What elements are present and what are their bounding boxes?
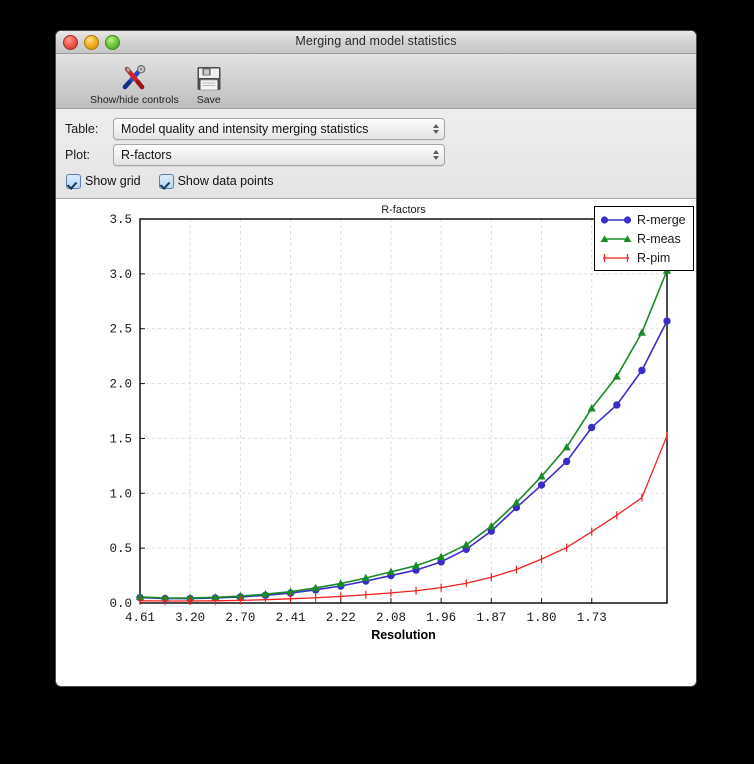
y-axis-tick-label: 1.5 bbox=[109, 432, 132, 446]
plot-dropdown-value: R-factors bbox=[121, 148, 172, 162]
data-point bbox=[361, 573, 370, 582]
x-axis-title: Resolution bbox=[371, 628, 436, 642]
close-button[interactable] bbox=[63, 35, 78, 50]
data-point bbox=[336, 579, 345, 587]
maximize-button[interactable] bbox=[105, 35, 120, 50]
data-point bbox=[512, 498, 521, 506]
data-point bbox=[386, 567, 396, 576]
data-point bbox=[411, 561, 421, 569]
plot-dropdown[interactable]: R-factors bbox=[113, 144, 445, 166]
x-axis-tick-label: 2.41 bbox=[276, 611, 306, 625]
legend-sample-r-meas bbox=[600, 234, 632, 242]
y-axis-tick-label: 1.0 bbox=[109, 487, 132, 501]
x-axis-tick-label: 2.70 bbox=[225, 611, 255, 625]
data-point bbox=[612, 372, 621, 380]
save-button[interactable]: Save bbox=[195, 63, 223, 106]
chevron-updown-icon bbox=[433, 124, 439, 134]
y-axis-tick-label: 2.5 bbox=[109, 323, 132, 337]
show-data-points-label: Show data points bbox=[177, 174, 274, 188]
save-label: Save bbox=[196, 94, 221, 106]
y-axis-tick-label: 2.0 bbox=[109, 378, 132, 392]
data-point bbox=[562, 457, 571, 466]
data-point bbox=[261, 590, 270, 598]
data-point bbox=[437, 552, 446, 561]
table-dropdown-value: Model quality and intensity merging stat… bbox=[121, 122, 369, 136]
checkmark-icon bbox=[158, 173, 174, 189]
data-point bbox=[311, 583, 320, 592]
show-hide-controls-button[interactable]: Show/hide controls bbox=[90, 63, 179, 106]
window-titlebar: Merging and model statistics bbox=[56, 31, 696, 54]
y-axis-tick-label: 3.5 bbox=[109, 213, 132, 227]
data-point bbox=[462, 540, 471, 549]
data-point bbox=[588, 423, 596, 432]
chart-legend: R-merge R-meas R-pim bbox=[594, 206, 694, 271]
table-row: Table: Model quality and intensity mergi… bbox=[56, 116, 696, 142]
x-axis-tick-label: 4.61 bbox=[125, 611, 155, 625]
chevron-updown-icon bbox=[433, 150, 439, 160]
data-point bbox=[663, 317, 671, 325]
checkmark-icon bbox=[66, 173, 81, 189]
toolbar: Show/hide controls Save bbox=[56, 54, 696, 109]
plot-region: R-factors 0.0 0.5 1.0 1.5 2.0 2.5 3.0 3.5 4.61 3.2… bbox=[56, 199, 696, 679]
checkbox-row: Show grid Show data points bbox=[56, 170, 696, 192]
data-point bbox=[286, 587, 295, 595]
plot-row: Plot: R-factors bbox=[56, 142, 696, 168]
tools-icon bbox=[118, 63, 150, 93]
data-point bbox=[562, 443, 571, 451]
data-point bbox=[637, 328, 647, 336]
show-grid-label: Show grid bbox=[85, 174, 141, 188]
x-axis-tick-label: 2.08 bbox=[376, 611, 406, 625]
show-hide-controls-label: Show/hide controls bbox=[90, 94, 179, 106]
window-controls bbox=[63, 35, 120, 50]
x-axis-tick-label: 2.22 bbox=[326, 611, 356, 625]
x-axis-tick-label: 1.96 bbox=[426, 611, 456, 625]
data-point bbox=[537, 472, 546, 480]
x-axis-tick-label: 3.20 bbox=[175, 611, 205, 625]
legend-label-r-merge: R-merge bbox=[637, 212, 686, 227]
data-point bbox=[236, 591, 245, 600]
minimize-button[interactable] bbox=[84, 35, 99, 50]
y-axis-tick-label: 0.5 bbox=[109, 542, 132, 556]
chart-title: R-factors bbox=[381, 204, 426, 216]
r-factors-chart: R-factors 0.0 0.5 1.0 1.5 2.0 2.5 3.0 3.5 4.61 3.2… bbox=[109, 204, 672, 642]
x-axis-tick-label: 1.87 bbox=[476, 611, 506, 625]
legend-sample-r-merge bbox=[600, 215, 632, 224]
controls-panel: Table: Model quality and intensity mergi… bbox=[56, 109, 696, 199]
show-grid-checkbox[interactable]: Show grid bbox=[66, 173, 141, 189]
legend-item: R-meas bbox=[599, 229, 686, 248]
window-title: Merging and model statistics bbox=[295, 34, 457, 48]
data-point bbox=[613, 401, 621, 409]
x-axis-tick-label: 1.80 bbox=[527, 611, 557, 625]
floppy-disk-save-icon bbox=[195, 63, 223, 93]
show-data-points-checkbox[interactable]: Show data points bbox=[158, 173, 274, 189]
y-axis-tick-label: 3.0 bbox=[109, 268, 132, 282]
legend-label-r-pim: R-pim bbox=[637, 250, 671, 265]
data-point bbox=[487, 522, 496, 530]
y-axis-tick-label: 0.0 bbox=[109, 597, 132, 611]
table-dropdown[interactable]: Model quality and intensity merging stat… bbox=[113, 118, 445, 140]
legend-item: R-pim bbox=[599, 248, 686, 267]
app-window: Merging and model statistics Show/ bbox=[55, 30, 697, 687]
x-axis-tick-label: 1.73 bbox=[577, 611, 607, 625]
legend-sample-r-pim bbox=[603, 253, 629, 262]
data-point bbox=[638, 366, 646, 375]
table-label: Table: bbox=[65, 122, 99, 136]
plot-label: Plot: bbox=[65, 148, 91, 162]
series-r-pim bbox=[139, 431, 668, 606]
data-point bbox=[135, 592, 145, 601]
series-r-meas bbox=[135, 266, 672, 602]
data-point bbox=[211, 593, 220, 601]
data-point bbox=[587, 404, 596, 412]
legend-label-r-meas: R-meas bbox=[637, 231, 681, 246]
legend-item: R-merge bbox=[599, 210, 686, 229]
series-r-merge bbox=[136, 317, 671, 603]
data-point bbox=[537, 481, 546, 489]
